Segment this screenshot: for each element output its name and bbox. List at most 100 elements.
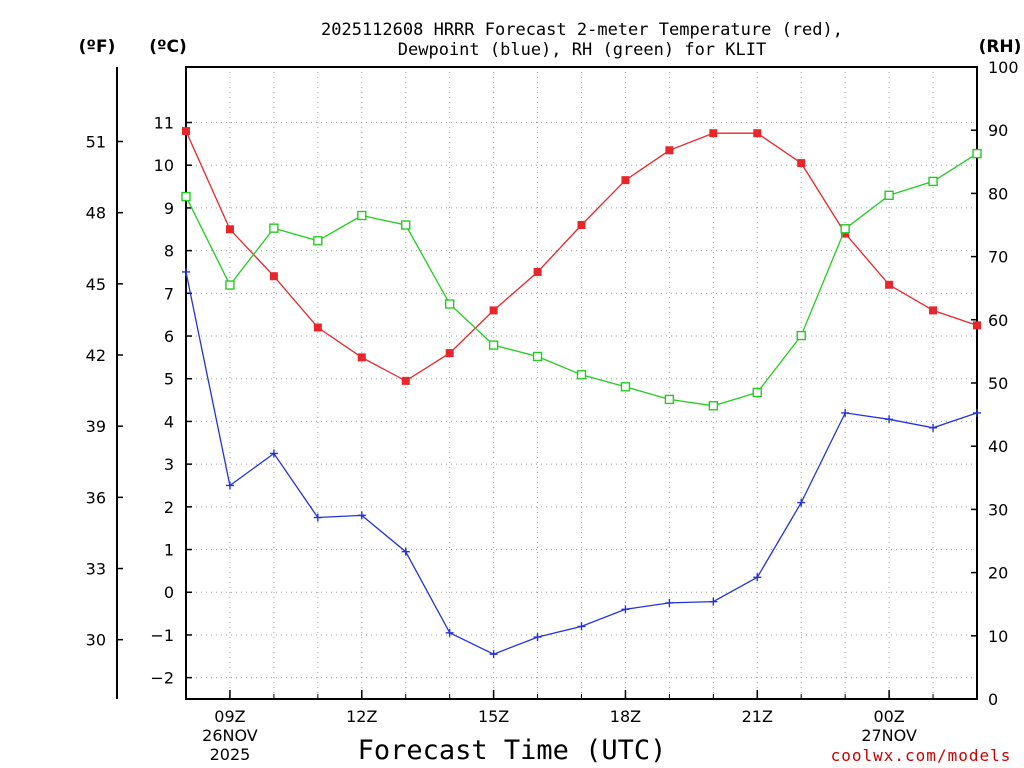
axis-ticks: 11109876543210−1−25148454239363330100908… <box>86 58 1019 764</box>
rh-point <box>972 148 982 159</box>
x-tick-label: 21Z <box>742 707 773 726</box>
dewpoint-point <box>577 622 586 631</box>
celsius-tick-label: 7 <box>164 284 174 303</box>
rh-unit-label: (RH) <box>979 37 1022 57</box>
temperature-point <box>489 306 498 315</box>
celsius-tick-label: 8 <box>164 242 174 261</box>
data-series <box>181 127 982 659</box>
dewpoint-point <box>797 498 806 507</box>
rh-tick-label: 90 <box>988 121 1008 140</box>
x-tick-label: 15Z <box>478 707 509 726</box>
rh-tick-label: 40 <box>988 437 1008 456</box>
fahrenheit-tick-label: 48 <box>86 204 106 223</box>
x-tick-label: 2025 <box>210 745 251 764</box>
celsius-tick-label: 10 <box>154 156 174 175</box>
rh-point <box>401 220 411 230</box>
chart-title-line1: 2025112608 HRRR Forecast 2-meter Tempera… <box>321 20 843 40</box>
dewpoint-point <box>709 597 718 606</box>
dewpoint-point <box>357 511 366 520</box>
rh-tick-label: 20 <box>988 564 1008 583</box>
temperature-point <box>313 323 322 332</box>
rh-tick-label: 100 <box>988 58 1019 77</box>
celsius-unit-label: (ºC) <box>149 37 187 57</box>
dewpoint-point <box>973 408 981 417</box>
rh-point <box>752 387 762 398</box>
celsius-tick-label: 0 <box>164 583 174 602</box>
rh-point <box>576 370 587 380</box>
credit-text: coolwx.com/models <box>831 746 1012 765</box>
temperature-point <box>665 146 674 155</box>
rh-point <box>928 176 938 187</box>
rh-tick-label: 50 <box>988 374 1008 393</box>
celsius-tick-label: −1 <box>150 626 174 645</box>
x-tick-label: 18Z <box>610 707 641 726</box>
temperature-point <box>885 280 894 289</box>
dewpoint-point <box>182 267 190 276</box>
rh-point <box>620 382 631 392</box>
temperature-point <box>841 229 850 238</box>
celsius-tick-label: 9 <box>164 199 174 218</box>
rh-point <box>488 340 499 350</box>
temperature-point <box>709 129 718 138</box>
x-axis-title: Forecast Time (UTC) <box>358 735 667 766</box>
x-tick-label: 12Z <box>346 707 377 726</box>
temperature-point <box>797 159 806 168</box>
fahrenheit-tick-label: 33 <box>86 560 106 579</box>
temperature-point <box>182 127 190 136</box>
temperature-point <box>577 221 586 229</box>
rh-tick-label: 0 <box>988 690 998 709</box>
rh-tick-label: 70 <box>988 248 1008 267</box>
celsius-tick-label: 5 <box>164 370 174 389</box>
celsius-tick-label: 1 <box>164 541 174 560</box>
celsius-tick-label: 11 <box>154 114 174 133</box>
rh-point <box>884 190 894 200</box>
temperature-point <box>621 176 630 185</box>
rh-point <box>225 280 235 290</box>
fahrenheit-tick-label: 51 <box>86 132 106 151</box>
dewpoint-point <box>621 605 630 614</box>
dewpoint-point <box>269 449 278 458</box>
dewpoint-point <box>841 408 850 417</box>
rh-point <box>269 223 279 233</box>
temperature-line <box>185 130 978 382</box>
dewpoint-point <box>225 481 234 490</box>
temperature-point <box>269 272 278 281</box>
celsius-tick-label: 2 <box>164 498 174 517</box>
temperature-point <box>357 353 366 362</box>
dewpoint-point <box>533 633 542 642</box>
rh-point <box>796 330 806 341</box>
rh-point <box>357 210 367 221</box>
chart-title-line2: Dewpoint (blue), RH (green) for KLIT <box>398 40 766 60</box>
rh-point <box>181 191 191 202</box>
dewpoint-point <box>445 628 454 637</box>
rh-tick-label: 60 <box>988 311 1008 330</box>
rh-point <box>664 394 675 405</box>
rh-tick-label: 80 <box>988 184 1008 203</box>
celsius-tick-label: 6 <box>164 327 174 346</box>
x-tick-label: 26NOV <box>202 726 258 745</box>
temperature-point <box>225 225 234 234</box>
celsius-tick-label: −2 <box>150 669 174 688</box>
temperature-point <box>533 267 542 276</box>
fahrenheit-tick-label: 30 <box>86 631 106 650</box>
dewpoint-line <box>185 271 978 655</box>
dewpoint-point <box>489 650 498 659</box>
temperature-point <box>401 376 410 385</box>
rh-tick-label: 30 <box>988 500 1008 519</box>
dewpoint-point <box>665 598 674 607</box>
dewpoint-point <box>753 573 762 582</box>
grid-lines <box>185 67 978 699</box>
rh-point <box>708 401 719 411</box>
x-tick-label: 27NOV <box>861 726 917 745</box>
fahrenheit-unit-label: (ºF) <box>79 37 116 57</box>
temperature-point <box>445 349 454 358</box>
rh-point <box>313 236 323 246</box>
dewpoint-point <box>313 513 322 522</box>
fahrenheit-tick-label: 45 <box>86 275 106 294</box>
rh-tick-label: 10 <box>988 627 1008 646</box>
dewpoint-point <box>885 415 894 424</box>
dewpoint-point <box>929 423 938 432</box>
celsius-tick-label: 3 <box>164 455 174 474</box>
temperature-point <box>973 321 981 330</box>
